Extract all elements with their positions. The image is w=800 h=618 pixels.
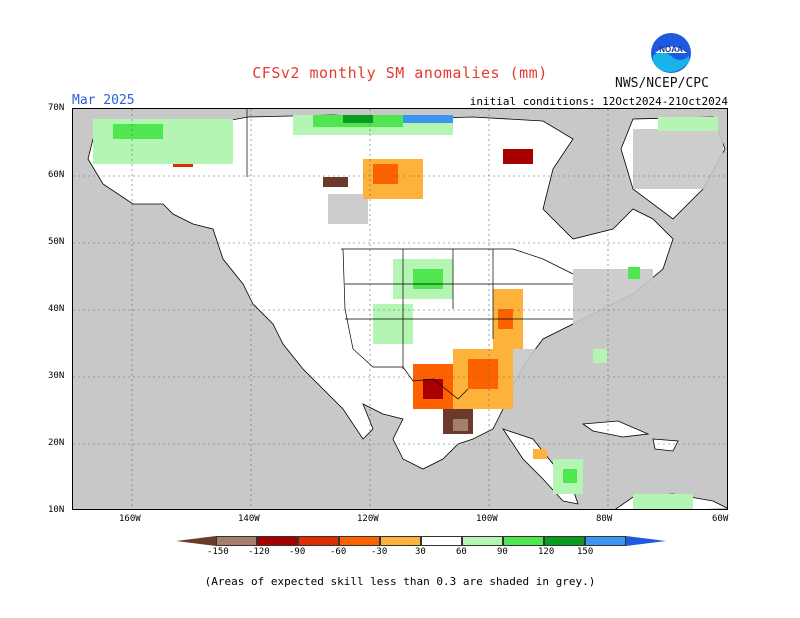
legend-label: -120 bbox=[248, 547, 270, 557]
lat-label: 60N bbox=[48, 170, 65, 180]
lon-label: 140W bbox=[238, 514, 260, 524]
legend-swatch bbox=[216, 536, 257, 546]
legend-swatch bbox=[503, 536, 544, 546]
lat-label: 10N bbox=[48, 505, 65, 515]
target-month-label: Mar 2025 bbox=[72, 93, 135, 108]
legend-swatch bbox=[298, 536, 339, 546]
lat-label: 70N bbox=[48, 103, 65, 113]
lat-label: 50N bbox=[48, 237, 65, 247]
noaa-logo-icon: NOAA bbox=[651, 33, 691, 73]
legend-label: -30 bbox=[371, 547, 388, 557]
low-skill-shading bbox=[328, 129, 723, 409]
chart-title: CFSv2 monthly SM anomalies (mm) bbox=[252, 64, 548, 82]
initial-conditions-label: initial conditions: 12Oct2024-21Oct2024 bbox=[469, 95, 728, 108]
wet-anomalies bbox=[93, 115, 718, 509]
lon-label: 60W bbox=[712, 514, 729, 524]
political-borders bbox=[246, 109, 574, 400]
lat-label: 30N bbox=[48, 371, 65, 381]
hispaniola-land bbox=[652, 438, 679, 452]
lat-label: 40N bbox=[48, 304, 65, 314]
lat-label: 20N bbox=[48, 438, 65, 448]
legend-label: -150 bbox=[207, 547, 229, 557]
cuba-land bbox=[581, 420, 650, 438]
alaska-canada-land bbox=[87, 114, 674, 470]
lon-label: 120W bbox=[357, 514, 379, 524]
legend-swatch bbox=[380, 536, 421, 546]
graticule bbox=[73, 109, 727, 509]
map-canvas bbox=[73, 109, 727, 509]
skill-note: (Areas of expected skill less than 0.3 a… bbox=[204, 575, 596, 588]
legend-swatch bbox=[462, 536, 503, 546]
svg-text:NOAA: NOAA bbox=[659, 45, 683, 54]
legend-swatch bbox=[421, 536, 462, 546]
legend-swatch bbox=[339, 536, 380, 546]
legend-label: 90 bbox=[497, 547, 508, 557]
legend-arrow-left bbox=[176, 536, 216, 546]
legend-arrow-right bbox=[626, 536, 666, 546]
lon-label: 100W bbox=[476, 514, 498, 524]
legend-swatch bbox=[257, 536, 298, 546]
legend-swatch bbox=[585, 536, 626, 546]
legend-swatch bbox=[544, 536, 585, 546]
legend-label: -90 bbox=[289, 547, 306, 557]
legend-label: -60 bbox=[330, 547, 347, 557]
legend-label: 60 bbox=[456, 547, 467, 557]
lon-label: 160W bbox=[119, 514, 141, 524]
agency-label: NWS/NCEP/CPC bbox=[615, 76, 709, 91]
lon-label: 80W bbox=[596, 514, 613, 524]
legend-label: 30 bbox=[415, 547, 426, 557]
legend-label: 120 bbox=[538, 547, 555, 557]
legend-label: 150 bbox=[577, 547, 594, 557]
soil-moisture-map bbox=[72, 108, 728, 510]
